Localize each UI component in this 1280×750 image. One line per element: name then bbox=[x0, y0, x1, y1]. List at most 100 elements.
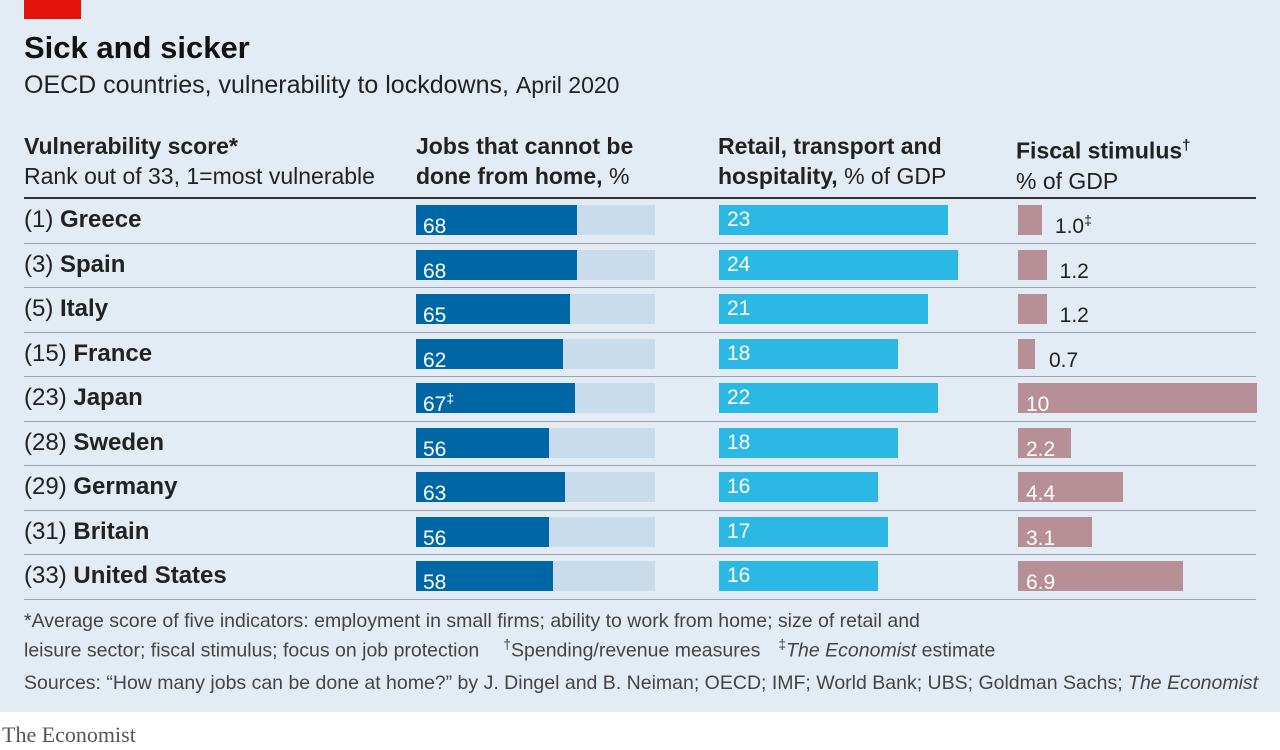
rank-label: (33) bbox=[24, 562, 67, 590]
jobs-value-label: 58 bbox=[423, 561, 446, 598]
jobs-value: 65 bbox=[423, 304, 447, 328]
row-label: (3) Spain bbox=[24, 250, 125, 280]
row-label: (15) France bbox=[24, 339, 152, 369]
dagger-mark: † bbox=[503, 636, 511, 652]
footnote-line-2: leisure sector; fiscal stimulus; focus o… bbox=[24, 636, 995, 663]
jobs-mark: ‡ bbox=[446, 390, 455, 407]
retail-bar bbox=[719, 338, 899, 369]
fiscal-bar bbox=[1018, 249, 1047, 280]
jobs-value: 63 bbox=[423, 482, 447, 506]
retail-value-label: 22 bbox=[727, 386, 751, 410]
jobs-value: 68 bbox=[423, 215, 447, 239]
fiscal-value-label: 0.7 bbox=[1049, 339, 1078, 376]
fiscal-value: 10 bbox=[1026, 393, 1050, 417]
sources-italic: The Economist bbox=[1128, 672, 1259, 694]
retail-value-label: 18 bbox=[727, 341, 751, 365]
footnote-text-italic: The Economist bbox=[786, 639, 917, 662]
country-name: Spain bbox=[60, 250, 126, 278]
retail-bar bbox=[719, 516, 889, 547]
row-label: (23) Japan bbox=[24, 383, 143, 413]
column-title-line1: Retail, transport and bbox=[718, 133, 942, 159]
red-tag bbox=[24, 0, 81, 19]
jobs-bar bbox=[416, 516, 549, 547]
row-separator bbox=[24, 554, 1256, 555]
jobs-bar bbox=[416, 427, 549, 458]
row-separator bbox=[24, 420, 1256, 422]
rank-label: (5) bbox=[24, 295, 54, 323]
fiscal-value-label: 4.4 bbox=[1026, 472, 1055, 509]
jobs-value-label: 62 bbox=[423, 339, 446, 376]
retail-bar bbox=[719, 294, 928, 325]
jobs-bar bbox=[416, 383, 575, 414]
row-separator bbox=[24, 287, 1256, 288]
row-label: (31) Britain bbox=[24, 517, 149, 547]
dagger-mark: † bbox=[1182, 137, 1191, 154]
retail-value-label: 21 bbox=[727, 297, 751, 321]
fiscal-value-label: 1.2 bbox=[1060, 250, 1089, 287]
header-rule bbox=[24, 197, 1256, 199]
retail-value-label: 16 bbox=[727, 564, 751, 588]
jobs-value: 58 bbox=[423, 571, 447, 595]
fiscal-value-label: 1.0‡ bbox=[1055, 205, 1092, 242]
column-unit: % of GDP bbox=[844, 163, 947, 189]
fiscal-bar bbox=[1018, 383, 1257, 414]
country-name: United States bbox=[73, 562, 227, 590]
retail-bar bbox=[719, 383, 938, 414]
country-name: Britain bbox=[73, 517, 150, 545]
country-name: Germany bbox=[73, 473, 178, 501]
column-unit: % bbox=[608, 163, 630, 189]
fiscal-bar bbox=[1018, 427, 1071, 458]
jobs-value: 67 bbox=[423, 393, 447, 417]
footnote-text: leisure sector; fiscal stimulus; focus o… bbox=[24, 639, 480, 662]
fiscal-bar bbox=[1018, 338, 1035, 369]
fiscal-value: 0.7 bbox=[1049, 348, 1079, 372]
column-title-line2: hospitality, bbox=[718, 163, 838, 189]
retail-value-label: 16 bbox=[727, 475, 751, 499]
rank-label: (3) bbox=[24, 250, 54, 278]
rank-label: (31) bbox=[24, 517, 67, 545]
row-separator bbox=[24, 465, 1256, 466]
jobs-value-label: 56 bbox=[423, 428, 446, 465]
footnote-line-1: *Average score of five indicators: emplo… bbox=[24, 610, 920, 632]
jobs-value-label: 68 bbox=[423, 250, 446, 287]
jobs-value: 68 bbox=[423, 259, 447, 283]
jobs-value: 62 bbox=[423, 348, 447, 372]
retail-bar bbox=[719, 249, 958, 280]
fiscal-bar bbox=[1018, 516, 1093, 547]
retail-value-label: 18 bbox=[727, 430, 751, 454]
jobs-bar bbox=[416, 561, 554, 592]
retail-value-label: 24 bbox=[727, 252, 751, 276]
fiscal-value: 6.9 bbox=[1026, 571, 1056, 595]
column-header-vulnerability: Vulnerability score* Rank out of 33, 1=m… bbox=[24, 131, 375, 191]
rank-label: (15) bbox=[24, 339, 67, 367]
fiscal-value: 1.2 bbox=[1059, 259, 1089, 283]
jobs-value-label: 67‡ bbox=[423, 383, 454, 420]
jobs-value: 56 bbox=[423, 437, 447, 461]
row-label: (28) Sweden bbox=[24, 428, 164, 458]
row-label: (1) Greece bbox=[24, 205, 141, 235]
subtitle-date: April 2020 bbox=[515, 72, 620, 98]
column-title-line1: Jobs that cannot be bbox=[416, 133, 634, 159]
fiscal-bar bbox=[1018, 205, 1042, 236]
country-name: Sweden bbox=[73, 428, 165, 456]
fiscal-value-label: 6.9 bbox=[1026, 561, 1055, 598]
retail-bar bbox=[719, 427, 899, 458]
bottom-rule bbox=[24, 598, 1256, 600]
footnote-text: Spending/revenue measures bbox=[511, 639, 761, 662]
jobs-value-label: 68 bbox=[423, 205, 446, 242]
chart-title: Sick and sicker bbox=[24, 30, 250, 65]
row-label: (29) Germany bbox=[24, 472, 177, 502]
column-unit: % of GDP bbox=[1016, 167, 1119, 194]
double-dagger-mark: ‡ bbox=[778, 636, 787, 652]
fiscal-value: 2.2 bbox=[1026, 437, 1056, 461]
sources: Sources: “How many jobs can be done at h… bbox=[24, 672, 1258, 695]
retail-bar bbox=[719, 472, 879, 503]
column-header-retail: Retail, transport and hospitality, % of … bbox=[718, 131, 946, 191]
fiscal-bar bbox=[1018, 561, 1183, 592]
jobs-value-label: 56 bbox=[423, 517, 446, 554]
jobs-value-label: 63 bbox=[423, 472, 446, 509]
subtitle-text: OECD countries, vulnerability to lockdow… bbox=[24, 71, 509, 99]
fiscal-value: 4.4 bbox=[1026, 482, 1056, 506]
footnote-text: estimate bbox=[916, 639, 996, 662]
row-label: (33) United States bbox=[24, 561, 227, 591]
